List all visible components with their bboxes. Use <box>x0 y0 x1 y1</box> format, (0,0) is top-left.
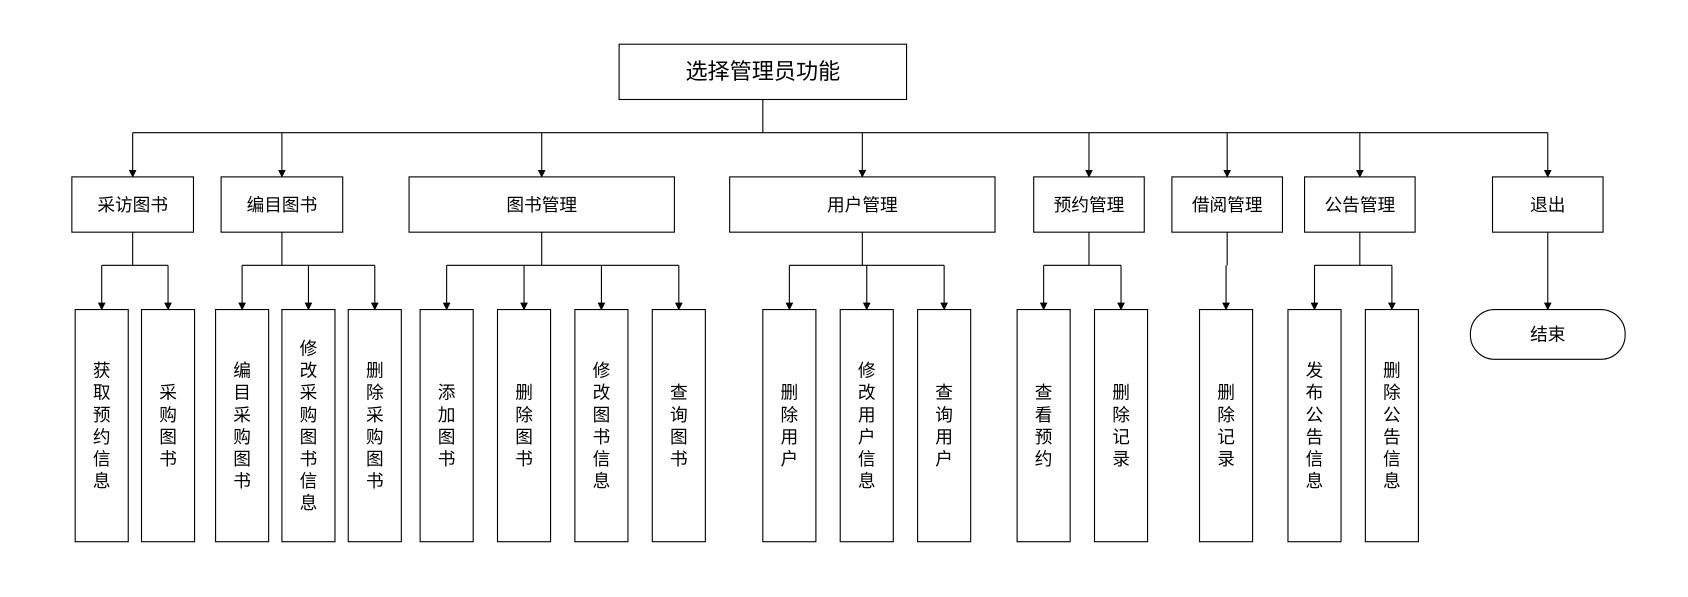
admin-function-tree: 选择管理员功能采访图书编目图书图书管理用户管理预约管理借阅管理公告管理退出获取预… <box>0 0 1688 597</box>
root-label: 选择管理员功能 <box>685 59 840 84</box>
leaf-node-catalog-2 <box>348 310 401 542</box>
leaf-node-visit-1 <box>142 310 195 542</box>
leaf-node-user-1 <box>840 310 893 542</box>
mid-label-user: 用户管理 <box>827 195 898 215</box>
mid-label-book: 图书管理 <box>506 195 577 215</box>
mid-label-notice: 公告管理 <box>1324 195 1395 215</box>
leaf-node-user-0 <box>763 310 816 542</box>
leaf-node-user-2 <box>918 310 971 542</box>
leaf-node-reserve-1 <box>1095 310 1148 542</box>
mid-label-visit: 采访图书 <box>97 195 168 215</box>
mid-label-borrow: 借阅管理 <box>1192 195 1263 215</box>
mid-label-catalog: 编目图书 <box>247 195 318 215</box>
leaf-node-book-2 <box>575 310 628 542</box>
leaf-node-catalog-0 <box>216 310 269 542</box>
leaf-node-book-0 <box>420 310 473 542</box>
leaf-node-book-1 <box>498 310 551 542</box>
leaf-node-visit-0 <box>75 310 128 542</box>
leaf-node-notice-1 <box>1365 310 1418 542</box>
leaf-node-notice-0 <box>1288 310 1341 542</box>
leaf-node-book-3 <box>652 310 705 542</box>
leaf-node-borrow-0 <box>1200 310 1253 542</box>
terminator-label: 结束 <box>1530 325 1566 345</box>
leaf-node-reserve-0 <box>1017 310 1070 542</box>
mid-label-exit: 退出 <box>1530 195 1565 215</box>
mid-label-reserve: 预约管理 <box>1054 195 1125 215</box>
